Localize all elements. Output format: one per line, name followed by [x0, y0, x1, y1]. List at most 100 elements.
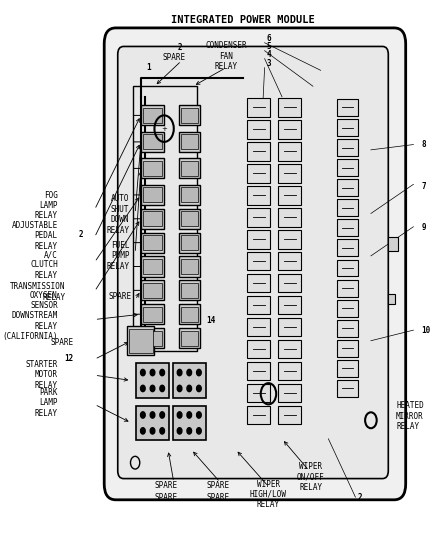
Bar — [141, 328, 164, 348]
Bar — [389, 237, 398, 251]
Bar — [179, 304, 200, 324]
Circle shape — [160, 427, 165, 434]
Bar — [179, 328, 200, 348]
Bar — [247, 252, 270, 270]
Bar — [278, 98, 301, 117]
Bar — [247, 142, 270, 160]
Bar — [278, 142, 301, 160]
Bar — [337, 99, 358, 116]
Bar — [278, 230, 301, 248]
Text: 3: 3 — [266, 60, 271, 68]
Bar — [143, 283, 162, 298]
Bar — [179, 132, 200, 152]
Bar — [247, 318, 270, 336]
Bar — [278, 252, 301, 270]
Bar — [143, 134, 162, 149]
Bar — [141, 232, 164, 253]
FancyBboxPatch shape — [118, 46, 389, 479]
Text: 4: 4 — [266, 50, 271, 59]
Circle shape — [150, 385, 155, 392]
Text: SPARE: SPARE — [108, 292, 131, 301]
Bar — [337, 300, 358, 317]
Bar — [180, 307, 198, 321]
Bar — [278, 186, 301, 205]
Text: 12: 12 — [64, 354, 73, 363]
Bar — [337, 179, 358, 196]
FancyBboxPatch shape — [104, 28, 406, 500]
Bar — [247, 120, 270, 139]
Bar — [179, 106, 200, 125]
Bar — [141, 304, 164, 324]
Bar — [337, 159, 358, 176]
Text: 7: 7 — [421, 182, 426, 191]
Bar — [180, 235, 198, 250]
Bar — [143, 161, 162, 176]
Bar — [278, 340, 301, 358]
Bar — [141, 280, 164, 301]
Bar — [337, 199, 358, 216]
Bar — [278, 406, 301, 424]
Bar — [143, 235, 162, 250]
Bar — [337, 139, 358, 156]
Bar — [143, 330, 162, 345]
Text: HEATED
MIRROR
RELAY: HEATED MIRROR RELAY — [396, 401, 424, 431]
Bar — [179, 232, 200, 253]
Bar — [180, 259, 198, 274]
Text: ADJUSTABLE
PEDAL
RELAY: ADJUSTABLE PEDAL RELAY — [11, 221, 58, 251]
Circle shape — [141, 412, 145, 418]
Circle shape — [160, 412, 165, 418]
Bar — [337, 119, 358, 136]
Text: WIPER
HIGH/LOW
RELAY: WIPER HIGH/LOW RELAY — [250, 480, 287, 510]
Bar — [141, 256, 164, 277]
Text: 1: 1 — [146, 63, 151, 72]
Bar — [337, 239, 358, 256]
Bar — [247, 186, 270, 205]
Circle shape — [150, 412, 155, 418]
Bar — [247, 230, 270, 248]
Bar — [278, 164, 301, 183]
Text: 5: 5 — [266, 42, 271, 51]
Bar — [180, 188, 198, 203]
Bar — [141, 132, 164, 152]
Circle shape — [187, 369, 191, 376]
Bar — [278, 296, 301, 314]
Bar — [180, 108, 198, 123]
Text: SPARE: SPARE — [162, 53, 185, 62]
Bar — [247, 164, 270, 183]
Text: 9: 9 — [421, 223, 426, 232]
Bar — [247, 406, 270, 424]
Bar — [278, 318, 301, 336]
Text: CONDENSER
FAN
RELAY: CONDENSER FAN RELAY — [205, 41, 247, 71]
Text: 14: 14 — [206, 316, 215, 325]
Bar — [141, 185, 164, 205]
Circle shape — [150, 369, 155, 376]
Bar — [133, 86, 197, 351]
Text: STARTER
MOTOR
RELAY: STARTER MOTOR RELAY — [25, 360, 58, 390]
Bar — [173, 406, 206, 440]
Bar — [141, 209, 164, 229]
Circle shape — [150, 427, 155, 434]
Circle shape — [187, 385, 191, 392]
Text: FOG
LAMP
RELAY: FOG LAMP RELAY — [35, 191, 58, 221]
Text: 6: 6 — [266, 34, 271, 43]
Bar — [141, 158, 164, 179]
Bar — [179, 280, 200, 301]
Circle shape — [141, 385, 145, 392]
Text: +: + — [161, 126, 167, 132]
Text: 2: 2 — [357, 492, 362, 502]
Bar — [129, 329, 152, 353]
Bar — [143, 212, 162, 226]
Bar — [141, 106, 164, 125]
Text: INTEGRATED POWER MODULE: INTEGRATED POWER MODULE — [172, 15, 315, 25]
Text: SPARE: SPARE — [207, 481, 230, 490]
Bar — [278, 208, 301, 227]
Bar — [136, 406, 169, 440]
Bar — [180, 330, 198, 345]
Circle shape — [197, 412, 201, 418]
Bar — [247, 384, 270, 402]
Bar — [127, 326, 155, 356]
Bar — [247, 208, 270, 227]
Bar — [247, 274, 270, 293]
Bar — [173, 364, 206, 398]
Text: SPARE: SPARE — [207, 492, 230, 502]
